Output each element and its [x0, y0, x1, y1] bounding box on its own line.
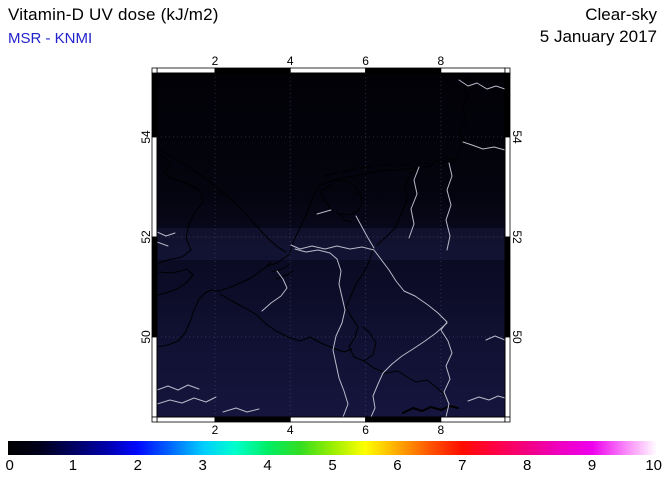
colorbar-tick-10: 10: [645, 457, 663, 474]
colorbar-tick-5: 5: [328, 457, 337, 474]
colorbar-gradient: [8, 441, 657, 455]
source-label: MSR - KNMI: [8, 30, 93, 47]
lat-tick-right-54: 54: [510, 130, 524, 144]
lon-tick-bottom-8: 8: [437, 423, 445, 437]
ems-river: [408, 166, 420, 239]
lat-tick-right-52: 52: [510, 230, 524, 244]
wadden-islands: [324, 162, 429, 177]
lon-tick-bottom-4: 4: [286, 423, 294, 437]
nl-de-border: [345, 171, 412, 308]
wash-rivers: [157, 231, 176, 247]
lon-tick-top-8: 8: [437, 54, 445, 68]
page-title: Vitamin-D UV dose (kJ/m2): [8, 5, 219, 24]
meuse-river: [294, 248, 349, 417]
colorbar-tick-8: 8: [523, 457, 532, 474]
main-river: [485, 335, 505, 341]
alsace-rhine-border: [402, 405, 459, 414]
condition-label: Clear-sky: [585, 5, 657, 24]
colorbar-tick-3: 3: [198, 457, 207, 474]
saar-border: [363, 360, 449, 403]
weser-river: [445, 162, 453, 251]
lat-tick-left-54: 54: [139, 130, 153, 144]
colorbar-tick-7: 7: [458, 457, 467, 474]
map-svg: [151, 67, 511, 423]
danube-river: [467, 395, 505, 402]
be-de-lux-border: [345, 306, 377, 362]
colorbar-tick-2: 2: [133, 457, 142, 474]
lat-tick-left-52: 52: [139, 230, 153, 244]
lat-tick-right-50: 50: [510, 330, 524, 344]
zeeland-delta: [267, 253, 294, 280]
lon-tick-top-2: 2: [211, 54, 219, 68]
colorbar-tick-labels: 0 1 2 3 4 5 6 7 8 9 10: [5, 457, 662, 475]
colorbar-tick-4: 4: [263, 457, 272, 474]
lon-tick-bottom-6: 6: [362, 423, 369, 437]
france-channel-coast: [157, 261, 272, 348]
colorbar-tick-1: 1: [68, 457, 78, 474]
lon-tick-top-4: 4: [286, 54, 294, 68]
colorbar-tick-9: 9: [587, 457, 597, 474]
ijssel-river: [355, 215, 375, 249]
denmark-border-river: [458, 79, 505, 90]
lon-tick-top-6: 6: [362, 54, 369, 68]
england-coast: [157, 154, 204, 296]
colorbar-tick-6: 6: [393, 457, 402, 474]
afsluitdijk: [316, 209, 332, 215]
scheldt-river: [261, 270, 288, 312]
somme-seine-rivers: [157, 384, 260, 413]
moselle-river: [370, 322, 448, 417]
lon-tick-bottom-2: 2: [211, 423, 219, 437]
elbe-river: [462, 141, 505, 151]
holland-coast: [289, 185, 320, 253]
rhine-river: [290, 244, 453, 417]
frisian-germanbight-coast: [321, 73, 470, 191]
date-label: 5 January 2017: [539, 27, 657, 46]
colorbar-tick-0: 0: [5, 457, 14, 474]
sea-dose-contour: [157, 148, 287, 253]
sea-dose-band: [157, 228, 505, 260]
uv-dose-map: [148, 64, 516, 424]
lat-tick-left-50: 50: [139, 330, 153, 344]
